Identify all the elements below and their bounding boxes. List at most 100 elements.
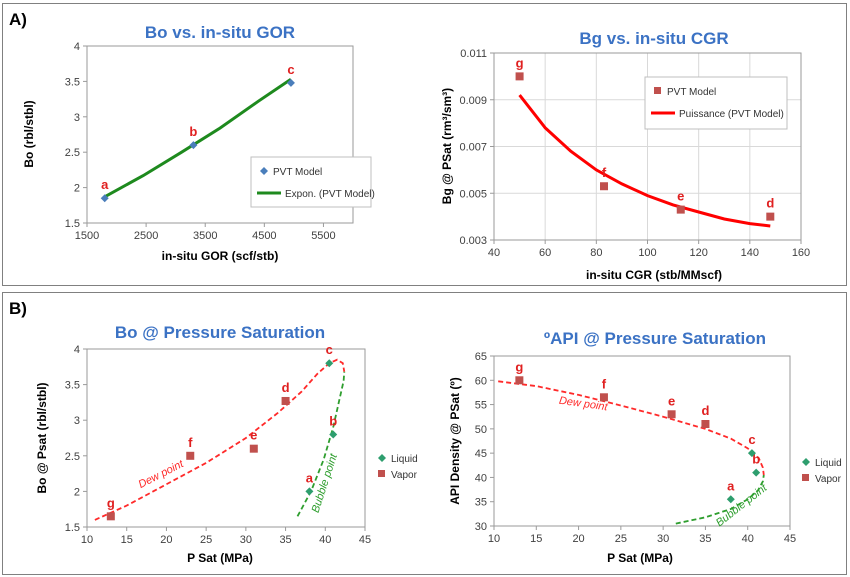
data-point — [186, 451, 195, 460]
chart-2: 40 60 80 100 120 140 160 0.003 0.005 0.007 0.009 0.… — [440, 29, 810, 282]
data-point — [599, 393, 608, 402]
chart-title: Bg vs. in-situ CGR — [579, 29, 728, 48]
x-tick-label: 2500 — [134, 230, 158, 242]
y-tick-label: 3 — [74, 415, 80, 427]
point-label: g — [515, 359, 523, 374]
legend-marker — [654, 87, 661, 94]
plot-frame — [86, 348, 366, 528]
y-tick-label: 55 — [475, 400, 487, 412]
curve-annotation: Bubble point — [310, 452, 341, 515]
x-tick-label: 45 — [784, 533, 796, 545]
data-point — [100, 194, 109, 203]
plot-frame — [86, 45, 354, 224]
y-tick-label: 50 — [475, 424, 487, 436]
point-label: d — [701, 403, 709, 418]
legend-label: Liquid — [815, 458, 842, 469]
y-tick-label: 3 — [74, 112, 80, 124]
panel-a: A) — [2, 3, 847, 286]
trend-line — [103, 78, 292, 199]
x-axis-label: P Sat (MPa) — [607, 551, 673, 565]
chart-title: Bo @ Pressure Saturation — [115, 323, 325, 342]
data-point — [676, 205, 685, 214]
data-point — [600, 182, 609, 191]
chart-1: 1500 2500 3500 4500 5500 1.5 2 2.5 3 3.5 4 Bo vs. i… — [22, 23, 375, 263]
y-tick-label: 35 — [475, 497, 487, 509]
y-tick-label: 65 — [475, 351, 487, 363]
chart-4: 10 15 20 25 30 35 40 45 30 35 40 45 50 55 60 65 ºAPI @ P… — [448, 329, 842, 565]
y-axis-label: Bo (rbl/stbl) — [22, 100, 36, 167]
data-point — [281, 396, 290, 405]
x-tick-label: 120 — [689, 247, 707, 259]
dashed-curve — [94, 358, 346, 521]
point-label: c — [748, 432, 755, 447]
point-label: a — [727, 478, 735, 493]
legend-label: PVT Model — [667, 87, 716, 98]
data-point — [752, 468, 761, 477]
legend-box — [250, 156, 372, 208]
x-axis-label: in-situ CGR (stb/MMscf) — [586, 268, 722, 282]
y-tick-label: 2.5 — [65, 147, 80, 159]
x-tick-label: 100 — [638, 247, 656, 259]
y-tick-label: 1.5 — [65, 218, 80, 230]
chart-title: ºAPI @ Pressure Saturation — [544, 329, 766, 348]
data-point — [305, 487, 314, 496]
data-point — [286, 78, 295, 87]
x-tick-label: 40 — [319, 534, 331, 546]
legend-label: Vapor — [815, 474, 842, 485]
x-tick-label: 25 — [200, 534, 212, 546]
legend-marker — [802, 458, 810, 466]
legend-label: Expon. (PVT Model) — [285, 189, 375, 200]
x-tick-label: 40 — [488, 247, 500, 259]
data-point — [667, 410, 676, 419]
x-tick-label: 45 — [359, 534, 371, 546]
x-tick-label: 140 — [741, 247, 759, 259]
x-tick-label: 60 — [539, 247, 551, 259]
y-tick-label: 4 — [74, 344, 80, 356]
y-tick-label: 0.009 — [459, 95, 487, 107]
y-axis-label: Bo @ Psat (rbl/stbl) — [35, 382, 49, 493]
legend-marker — [378, 470, 385, 477]
y-tick-label: 3.5 — [65, 76, 80, 88]
x-tick-label: 10 — [81, 534, 93, 546]
y-tick-label: 2.5 — [65, 451, 80, 463]
legend-label: Liquid — [391, 454, 418, 465]
x-tick-label: 10 — [488, 533, 500, 545]
y-axis-label: Bg @ PSat (rm³/sm³) — [440, 88, 454, 204]
x-tick-label: 35 — [699, 533, 711, 545]
point-label: b — [329, 413, 337, 428]
data-point — [325, 359, 334, 368]
point-label: e — [250, 428, 257, 443]
x-tick-label: 30 — [657, 533, 669, 545]
data-point — [747, 449, 756, 458]
legend-marker — [260, 167, 268, 175]
x-tick-label: 15 — [121, 534, 133, 546]
point-label: b — [752, 452, 760, 467]
data-point — [329, 430, 338, 439]
y-tick-label: 60 — [475, 375, 487, 387]
y-tick-label: 1.5 — [65, 522, 80, 534]
point-label: g — [107, 495, 115, 510]
point-label: f — [602, 376, 607, 391]
legend-box — [644, 76, 788, 130]
point-label: a — [306, 470, 314, 485]
x-tick-label: 20 — [160, 534, 172, 546]
y-tick-label: 0.005 — [459, 188, 487, 200]
panel-a-label: A) — [9, 10, 27, 29]
x-tick-label: 5500 — [311, 230, 335, 242]
data-point — [766, 212, 775, 221]
panel-b-label: B) — [9, 299, 27, 318]
y-axis-label: API Density @ PSat (º) — [448, 377, 462, 504]
point-label: d — [766, 196, 774, 211]
legend-label: PVT Model — [273, 167, 322, 178]
legend-label: Vapor — [391, 470, 418, 481]
y-tick-label: 30 — [475, 521, 487, 533]
legend-marker — [802, 474, 809, 481]
x-tick-label: 35 — [279, 534, 291, 546]
y-tick-label: 3.5 — [65, 380, 80, 392]
point-label: a — [101, 177, 109, 192]
x-axis-label: in-situ GOR (scf/stb) — [162, 249, 279, 263]
y-tick-label: 0.003 — [459, 235, 487, 247]
legend-marker — [378, 454, 386, 462]
y-tick-label: 45 — [475, 448, 487, 460]
point-label: g — [516, 55, 524, 70]
